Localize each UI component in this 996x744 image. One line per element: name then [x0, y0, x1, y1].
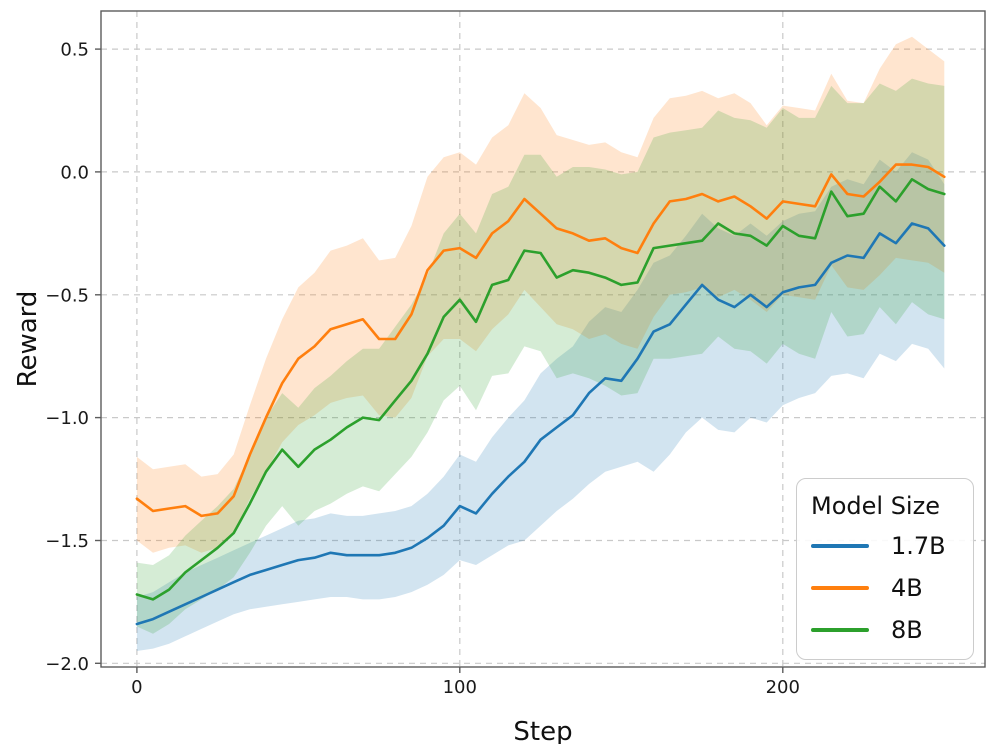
grid — [101, 11, 985, 667]
legend-item-1.7B: 1.7B — [811, 525, 959, 567]
x-ticks: 0 100 200 — [131, 667, 800, 698]
band-1.7B — [136, 152, 945, 652]
y-tick-label: −2.0 — [45, 654, 89, 675]
y-tick-label: 0.0 — [60, 162, 89, 183]
line-1.7B — [135, 222, 946, 626]
legend-item-label: 4B — [891, 574, 923, 602]
legend-item-4B: 4B — [811, 567, 959, 609]
legend-swatch-1.7B — [811, 544, 869, 548]
x-tick-label: 0 — [131, 677, 142, 698]
x-tick-label: 200 — [766, 677, 800, 698]
legend-swatch-8B — [811, 628, 869, 632]
line-4B — [135, 163, 946, 518]
band-8B — [136, 78, 945, 634]
y-axis-label: Reward — [13, 290, 43, 388]
x-tick-label: 100 — [443, 677, 477, 698]
legend-item-8B: 8B — [811, 609, 959, 651]
y-tick-label: 0.5 — [60, 40, 89, 61]
y-ticks: 0.5 0.0 −0.5 −1.0 −1.5 −2.0 — [45, 40, 101, 675]
legend-item-label: 1.7B — [891, 532, 946, 560]
y-tick-label: −0.5 — [45, 285, 89, 306]
band-4B — [136, 36, 945, 553]
y-tick-label: −1.5 — [45, 531, 89, 552]
y-tick-label: −1.0 — [45, 408, 89, 429]
legend-title: Model Size — [811, 492, 940, 520]
legend-item-label: 8B — [891, 616, 923, 644]
legend: Model Size 1.7B 4B 8B — [796, 478, 974, 660]
legend-swatch-4B — [811, 586, 869, 590]
line-8B — [135, 178, 946, 601]
axes-spines — [100, 10, 986, 668]
x-axis-label: Step — [513, 717, 573, 744]
